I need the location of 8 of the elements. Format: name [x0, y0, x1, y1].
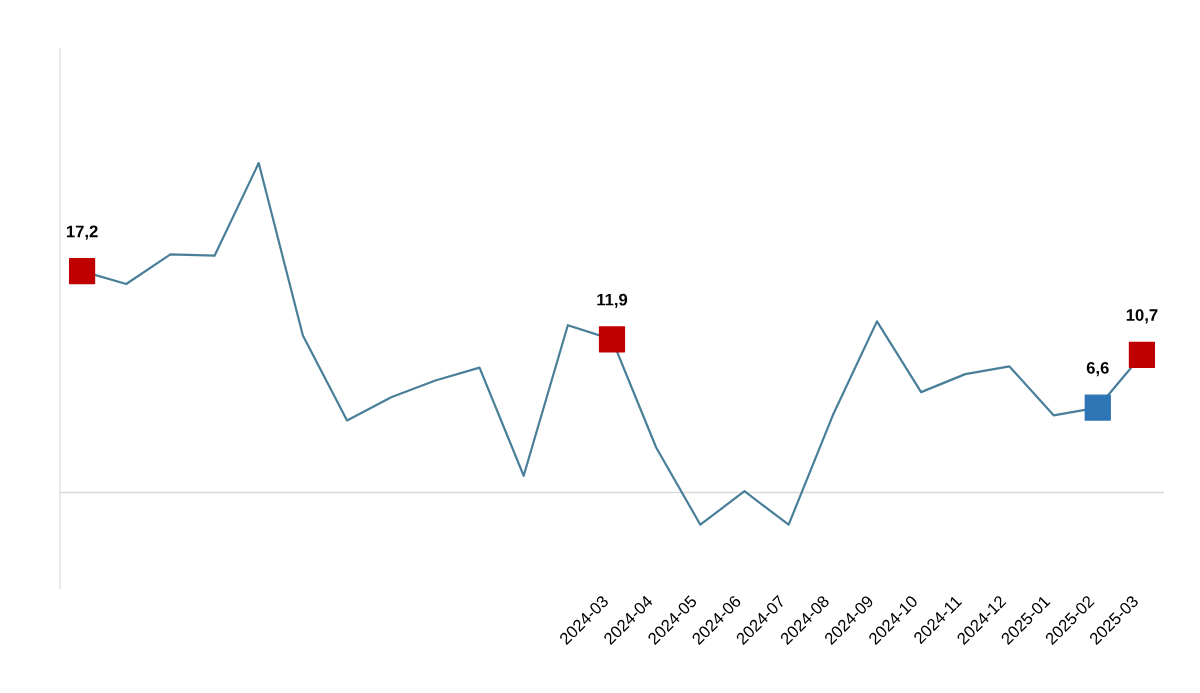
point	[1128, 341, 1156, 368]
data-label: 17,2	[66, 225, 98, 240]
point	[68, 258, 96, 285]
data-label: 6,6	[1086, 361, 1109, 377]
data-label: 11,9	[597, 293, 628, 308]
point	[598, 326, 626, 353]
data-label: 10,7	[1126, 309, 1158, 324]
point	[1084, 394, 1111, 421]
